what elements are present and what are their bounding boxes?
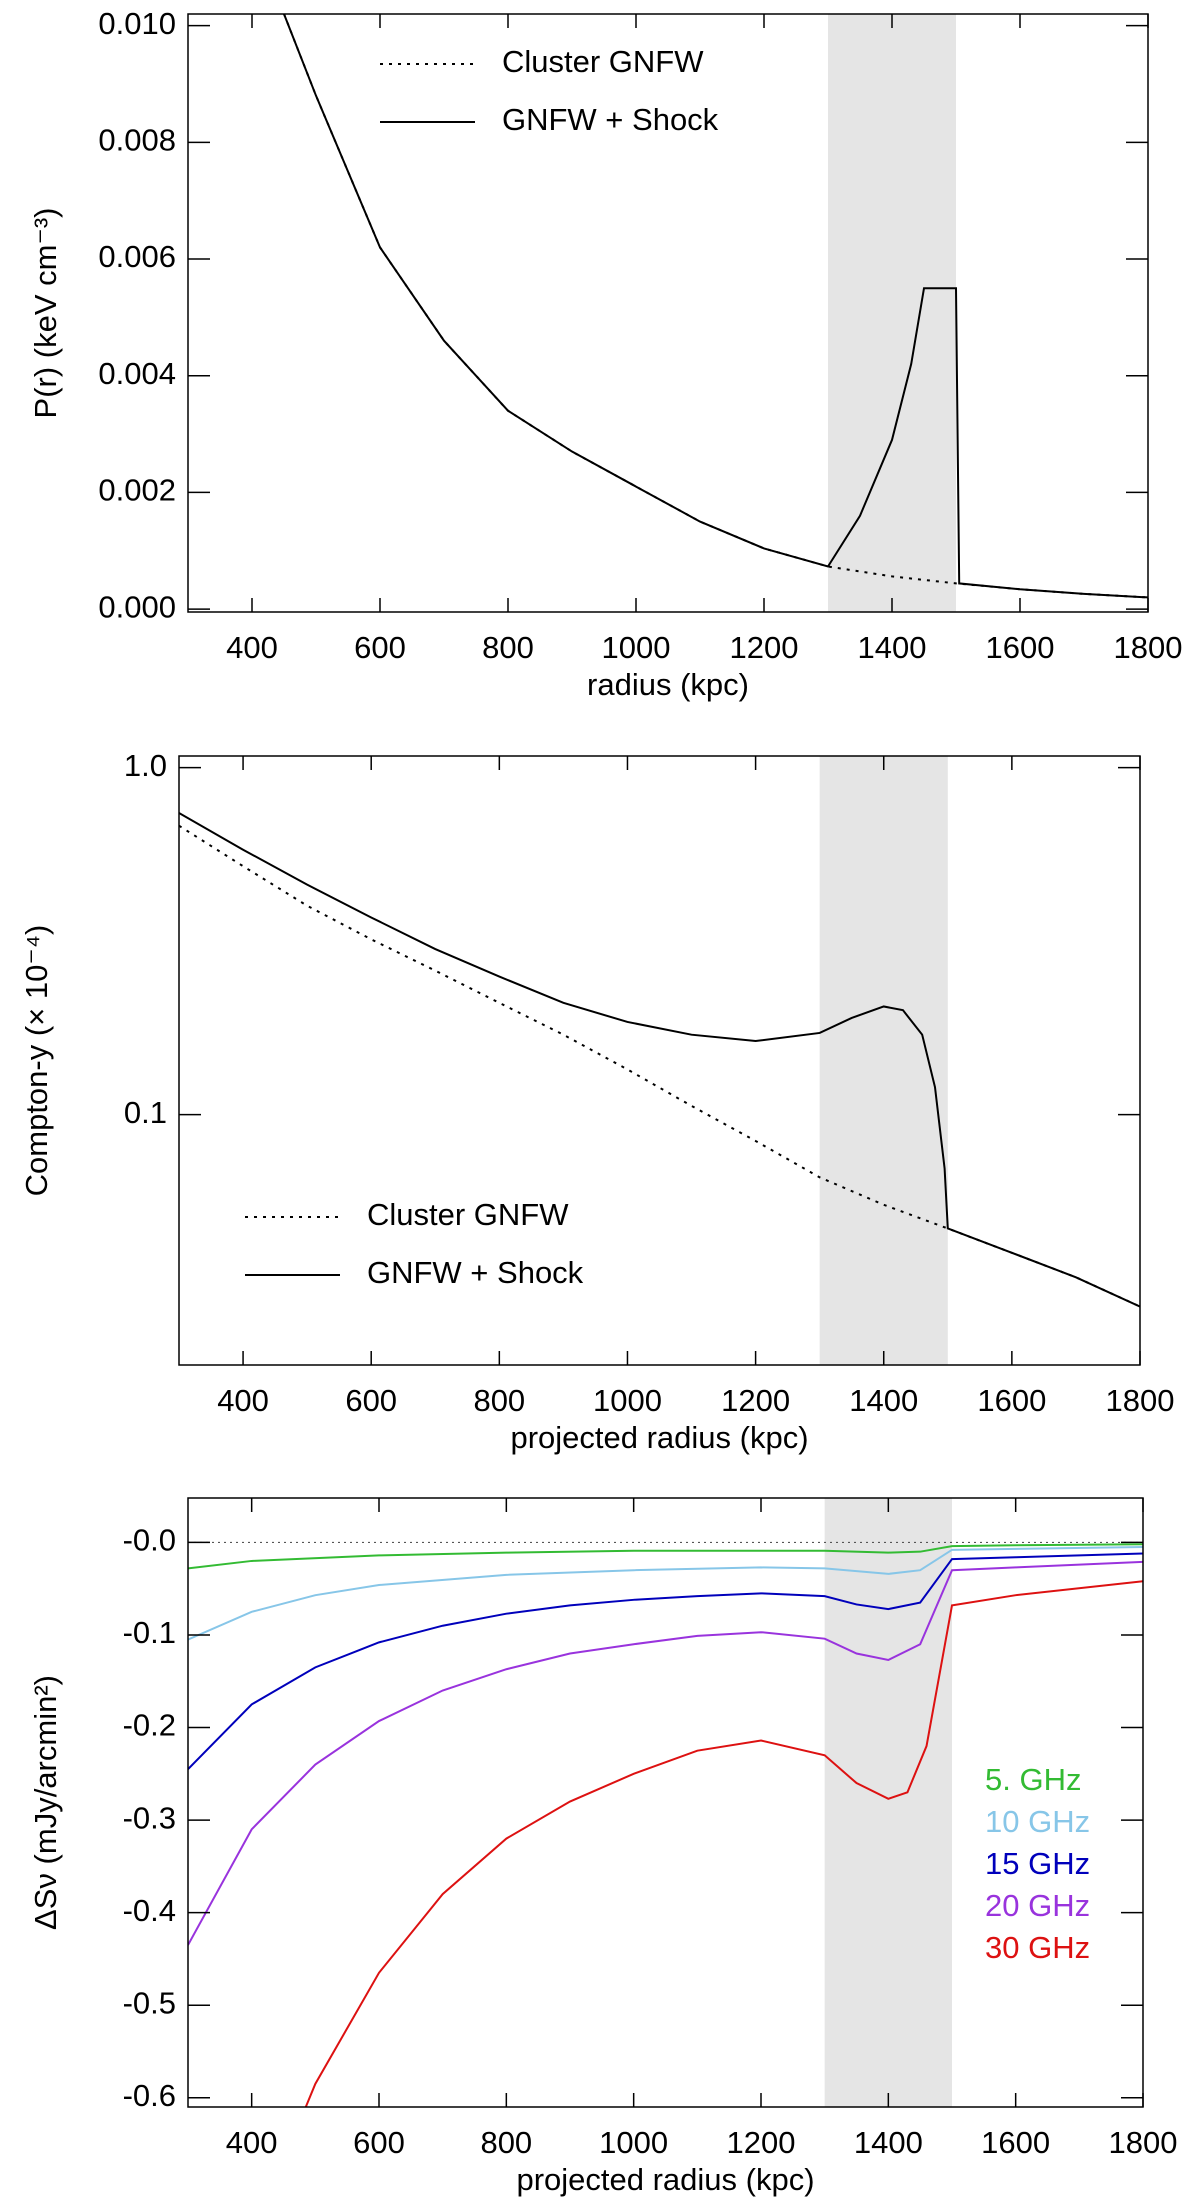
y-axis-label: Compton-y (× 10⁻⁴) (19, 925, 54, 1197)
legend-label: 30 GHz (985, 1930, 1090, 1965)
y-tick-label: -0.6 (123, 2078, 176, 2113)
curve (188, 1543, 1143, 1570)
x-tick-label: 400 (226, 2125, 278, 2160)
x-tick-label: 800 (473, 1383, 525, 1418)
x-tick-label: 1200 (730, 630, 799, 665)
y-tick-label: -0.1 (123, 1615, 176, 1650)
curve (188, 1546, 1143, 1641)
y-tick-label: 0.000 (98, 589, 176, 624)
y-tick-label: -0.4 (123, 1893, 176, 1928)
x-axis-label: radius (kpc) (587, 667, 749, 702)
x-tick-label: 1800 (1109, 2125, 1178, 2160)
curve (179, 824, 1140, 1308)
shock-region (828, 14, 956, 612)
x-tick-label: 1200 (727, 2125, 796, 2160)
legend-label: Cluster GNFW (367, 1197, 569, 1232)
y-tick-label: 0.002 (98, 473, 176, 508)
legend-label: GNFW + Shock (502, 102, 719, 137)
x-tick-label: 1200 (721, 1383, 790, 1418)
curve (188, 1552, 1143, 1770)
legend-label: 5. GHz (985, 1762, 1081, 1797)
plot-frame (187, 13, 1149, 613)
shock-region (819, 756, 948, 1365)
legend-label: 10 GHz (985, 1804, 1090, 1839)
x-tick-label: 400 (226, 630, 278, 665)
x-tick-label: 1600 (977, 1383, 1046, 1418)
y-tick-label: 0.010 (98, 6, 176, 41)
y-tick-label: 0.004 (98, 356, 176, 391)
x-axis-label: projected radius (kpc) (510, 1420, 808, 1455)
x-tick-label: 1600 (981, 2125, 1050, 2160)
y-tick-label: -0.3 (123, 1800, 176, 1835)
curve (283, 14, 1148, 599)
x-tick-label: 600 (353, 2125, 405, 2160)
x-tick-label: 1800 (1114, 630, 1183, 665)
x-tick-label: 1000 (602, 630, 671, 665)
panel: 400 600 800 1000 1200 1400 1600 1800 0.000 0.002 0… (28, 6, 1182, 702)
x-tick-label: 600 (345, 1383, 397, 1418)
x-tick-label: 1400 (854, 2125, 923, 2160)
y-axis-label: ΔSν (mJy/arcmin²) (28, 1675, 63, 1930)
legend-label: GNFW + Shock (367, 1255, 584, 1290)
x-tick-label: 600 (354, 630, 406, 665)
shock-region (824, 1498, 952, 2107)
legend-label: 20 GHz (985, 1888, 1090, 1923)
plot-frame (178, 755, 1141, 1366)
y-tick-label: -0.0 (123, 1523, 176, 1558)
panel: 400 600 800 1000 1200 1400 1600 1800 0.1 1.0 proje… (19, 748, 1174, 1455)
y-tick-label: 0.1 (124, 1095, 167, 1130)
plot-frame (187, 1497, 1144, 2108)
curve (179, 812, 1140, 1308)
y-tick-label: -0.5 (123, 1985, 176, 2020)
x-tick-label: 1600 (986, 630, 1055, 665)
legend-label: 15 GHz (985, 1846, 1090, 1881)
x-tick-label: 800 (480, 2125, 532, 2160)
x-tick-label: 800 (482, 630, 534, 665)
x-tick-label: 1000 (599, 2125, 668, 2160)
x-axis-label: projected radius (kpc) (516, 2162, 814, 2197)
x-tick-label: 1800 (1106, 1383, 1175, 1418)
legend-label: Cluster GNFW (502, 44, 704, 79)
x-tick-label: 1000 (593, 1383, 662, 1418)
x-tick-label: 400 (217, 1383, 269, 1418)
y-tick-label: 0.006 (98, 239, 176, 274)
y-tick-label: 1.0 (124, 748, 167, 783)
y-tick-label: 0.008 (98, 123, 176, 158)
x-tick-label: 1400 (858, 630, 927, 665)
panel: 400 600 800 1000 1200 1400 1600 1800 -0.6 -0.5 -0.… (28, 1497, 1178, 2197)
curve (304, 1580, 1143, 2107)
y-tick-label: -0.2 (123, 1708, 176, 1743)
x-tick-label: 1400 (849, 1383, 918, 1418)
y-axis-label: P(r) (keV cm⁻³) (28, 208, 63, 419)
curve (188, 1560, 1143, 1946)
